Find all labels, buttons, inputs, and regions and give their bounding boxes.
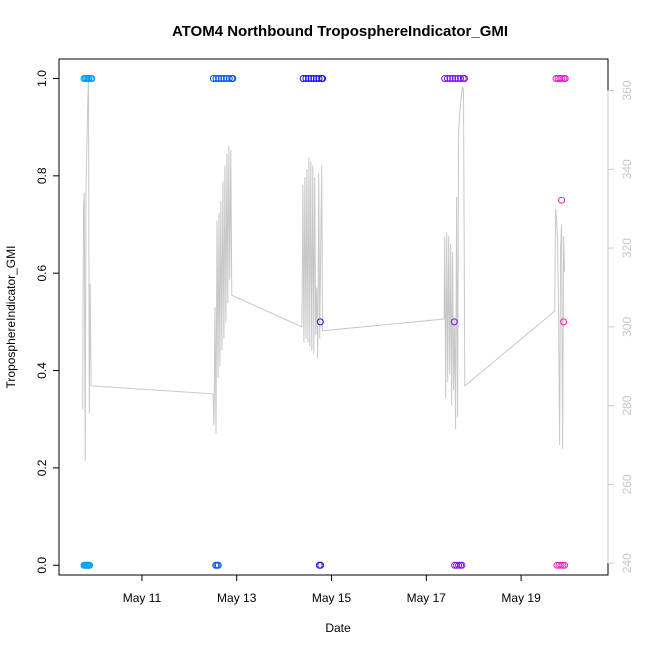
series-line <box>82 74 566 461</box>
series-4-points <box>441 75 468 569</box>
data-point <box>561 75 569 82</box>
y2-tick-label: 260 <box>620 474 634 494</box>
data-point <box>446 75 454 82</box>
data-point <box>307 75 315 82</box>
data-point <box>458 561 466 569</box>
x-axis-label: Date <box>325 621 351 635</box>
data-point <box>454 75 462 82</box>
series-2-points <box>209 75 237 569</box>
data-point <box>217 75 225 82</box>
data-point <box>451 75 459 82</box>
series-3-points <box>299 75 327 569</box>
data-point <box>88 75 96 82</box>
x-tick-label: May 11 <box>123 591 162 605</box>
y2-tick-label: 240 <box>620 553 634 573</box>
y-tick-label: 0.2 <box>35 459 49 476</box>
y2-tick-label: 300 <box>620 317 634 337</box>
x-tick-label: May 15 <box>312 591 352 605</box>
y2-tick-label: 320 <box>620 238 634 258</box>
data-point <box>212 75 220 82</box>
right-axis-line-series <box>82 74 566 461</box>
series-5-points <box>552 75 569 569</box>
data-point <box>558 75 566 82</box>
data-point <box>214 561 222 569</box>
data-point <box>560 318 568 326</box>
data-point <box>316 318 324 326</box>
data-point <box>561 561 569 569</box>
data-point <box>225 75 233 82</box>
y-tick-label: 0.6 <box>35 265 49 282</box>
data-point <box>86 561 94 569</box>
y-tick-label: 0.8 <box>35 167 49 184</box>
x-tick-label: May 17 <box>407 591 447 605</box>
y2-tick-label: 340 <box>620 159 634 179</box>
data-point <box>556 75 564 82</box>
axes-layer: 0.0 0.2 0.4 0.6 0.8 1.0 May 11 May 13 May 15 May … <box>35 70 634 605</box>
data-point <box>315 75 323 82</box>
points-layer <box>80 75 569 569</box>
data-point <box>220 75 228 82</box>
series-1-points <box>80 75 96 569</box>
y2-tick-label: 280 <box>620 395 634 415</box>
data-point <box>319 75 327 82</box>
y-tick-label: 0.4 <box>35 362 49 379</box>
data-point <box>455 561 463 569</box>
data-point <box>457 75 464 82</box>
data-point <box>305 75 312 82</box>
x-tick-label: May 13 <box>217 591 257 605</box>
data-point <box>557 561 565 569</box>
data-point <box>443 75 451 82</box>
y-tick-label: 0.0 <box>35 557 49 574</box>
data-point <box>229 75 237 82</box>
data-point <box>209 75 217 82</box>
data-point <box>85 75 93 82</box>
data-point <box>449 75 457 82</box>
chart-title: ATOM4 Northbound TroposphereIndicator_GM… <box>172 23 508 40</box>
data-point <box>461 75 468 82</box>
y2-tick-label: 360 <box>620 80 634 100</box>
data-point <box>453 561 461 569</box>
data-point <box>441 75 449 82</box>
data-point <box>299 75 307 82</box>
y-tick-label: 1.0 <box>35 70 49 87</box>
data-point <box>310 75 318 82</box>
data-point <box>215 75 223 82</box>
x-tick-label: May 19 <box>501 591 541 605</box>
data-point <box>450 318 458 326</box>
data-point <box>558 196 566 204</box>
data-point <box>302 75 310 82</box>
y-axis-label: TroposphereIndicator_GMI <box>4 246 18 389</box>
data-point <box>317 561 325 569</box>
